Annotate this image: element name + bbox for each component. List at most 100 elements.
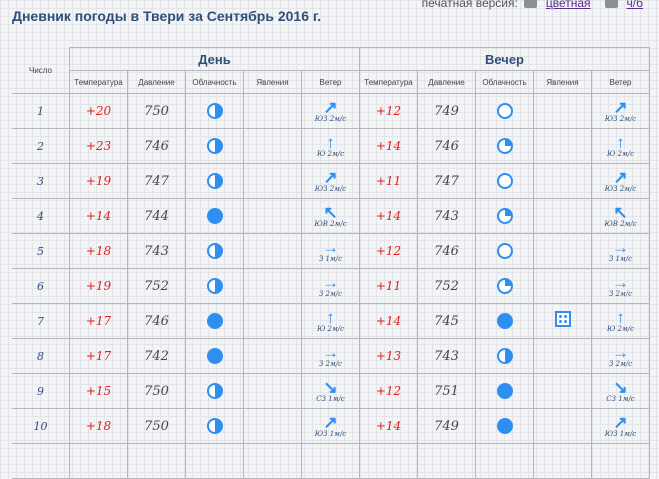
wind-label: ЮЗ 1м/с — [604, 429, 637, 438]
cloud-half-icon — [206, 417, 223, 434]
cloud-full-icon — [206, 207, 223, 224]
cloud-half-icon — [206, 172, 223, 189]
wind: ↑ Ю 2м/с — [591, 303, 650, 339]
weather-table: Число День Вечер Температура Давление Обла… — [12, 47, 650, 479]
wind: ↗ ЮЗ 1м/с — [301, 408, 360, 444]
wind: ↗ ЮЗ 2м/с — [591, 93, 650, 129]
table-row: 2 +23 746 ↑ Ю 2м/с +14 746 ↑ Ю 2м/с — [12, 128, 650, 164]
wind-label: ЮВ 2м/с — [604, 219, 637, 228]
pressure: 743 — [417, 198, 476, 234]
day-number: 2 — [12, 128, 70, 164]
pressure: 749 — [417, 408, 476, 444]
print-bw-link[interactable]: ч/б — [626, 0, 643, 10]
day-number: 1 — [12, 93, 70, 129]
wind-arrow-icon: ↖ — [613, 202, 628, 222]
pressure: 746 — [127, 303, 186, 339]
temperature: +17 — [69, 303, 128, 339]
print-color-link[interactable]: цветная — [545, 0, 591, 10]
wind-label: З 2м/с — [608, 359, 633, 368]
cloud-quarter-icon — [496, 207, 513, 224]
wind: → З 1м/с — [301, 233, 360, 269]
wind-label: З 2м/с — [318, 359, 343, 368]
wind-label: З 2м/с — [608, 289, 633, 298]
wind-arrow-icon: → — [612, 342, 629, 362]
temperature: +14 — [69, 198, 128, 234]
wind-label: ЮЗ 2м/с — [604, 114, 637, 123]
wind: → З 2м/с — [591, 338, 650, 374]
day-number: 4 — [12, 198, 70, 234]
wind: → З 1м/с — [591, 233, 650, 269]
pressure-header: Давление — [417, 70, 476, 94]
wind-label: Ю 2м/с — [316, 149, 345, 158]
wind: ↗ ЮЗ 2м/с — [301, 93, 360, 129]
day-header: День — [69, 47, 360, 71]
pressure: 742 — [127, 338, 186, 374]
print-label: печатная версия: — [421, 0, 518, 10]
wind-label: ЮЗ 1м/с — [314, 429, 347, 438]
pressure: 746 — [127, 128, 186, 164]
wind-arrow-icon: ↗ — [613, 167, 628, 187]
cloud-full-icon — [496, 312, 513, 329]
temperature: +12 — [359, 93, 418, 129]
temperature: +19 — [69, 163, 128, 199]
wind-arrow-icon: ↑ — [616, 307, 625, 327]
wind-label: ЮЗ 2м/с — [314, 114, 347, 123]
wind-arrow-icon: ↗ — [323, 167, 338, 187]
wind: ↖ ЮВ 2м/с — [301, 198, 360, 234]
wind-arrow-icon: → — [612, 272, 629, 292]
pressure: 749 — [417, 93, 476, 129]
cloud-half-icon — [496, 347, 513, 364]
temperature-header: Температура — [359, 70, 418, 94]
wind: → З 2м/с — [301, 268, 360, 304]
pressure: 744 — [127, 198, 186, 234]
wind-arrow-icon: ↗ — [613, 412, 628, 432]
number-header: Число — [12, 47, 70, 94]
table-row: 8 +17 742 → З 2м/с +13 743 → З 2м/с — [12, 338, 650, 374]
pressure: 752 — [127, 268, 186, 304]
table-row: 10 +18 750 ↗ ЮЗ 1м/с +14 749 ↗ ЮЗ 1м/с — [12, 408, 650, 444]
wind: ↗ ЮЗ 1м/с — [591, 408, 650, 444]
wind-header: Ветер — [591, 70, 650, 94]
wind-label: З 1м/с — [608, 254, 633, 263]
day-number: 6 — [12, 268, 70, 304]
wind-arrow-icon: ↖ — [323, 202, 338, 222]
wind: ↑ Ю 2м/с — [301, 303, 360, 339]
cloudiness-header: Облачность — [475, 70, 534, 94]
wind-arrow-icon: → — [322, 272, 339, 292]
pressure: 750 — [127, 93, 186, 129]
temperature: +15 — [69, 373, 128, 409]
printer-icon[interactable] — [523, 0, 537, 8]
temperature: +13 — [359, 338, 418, 374]
wind-label: Ю 2м/с — [606, 324, 635, 333]
cloudiness-header: Облачность — [185, 70, 244, 94]
table-row: 6 +19 752 → З 2м/с +11 752 → З 2м/с — [12, 268, 650, 304]
phenomena-header: Явления — [243, 70, 302, 94]
day-number: 7 — [12, 303, 70, 339]
day-number: 9 — [12, 373, 70, 409]
pressure: 743 — [127, 233, 186, 269]
temperature: +17 — [69, 338, 128, 374]
cloud-half-icon — [206, 137, 223, 154]
wind: ↘ СЗ 1м/с — [591, 373, 650, 409]
wind-arrow-icon: ↑ — [326, 307, 335, 327]
printer-icon[interactable] — [604, 0, 618, 8]
temperature: +14 — [359, 198, 418, 234]
wind: → З 2м/с — [301, 338, 360, 374]
cloud-clear-icon — [496, 102, 513, 119]
wind-label: З 2м/с — [318, 289, 343, 298]
wind: ↑ Ю 2м/с — [301, 128, 360, 164]
table-row: 3 +19 747 ↗ ЮЗ 2м/с +11 747 ↗ ЮЗ 2м/с — [12, 163, 650, 199]
pressure: 750 — [127, 408, 186, 444]
cloud-full-icon — [496, 382, 513, 399]
page-title: Дневник погоды в Твери за Сентябрь 2016 … — [12, 8, 322, 24]
temperature: +23 — [69, 128, 128, 164]
wind-label: СЗ 1м/с — [316, 394, 345, 403]
pressure: 747 — [127, 163, 186, 199]
cloud-half-icon — [206, 277, 223, 294]
wind: ↑ Ю 2м/с — [591, 128, 650, 164]
wind: ↘ СЗ 1м/с — [301, 373, 360, 409]
wind-arrow-icon: → — [612, 237, 629, 257]
pressure: 747 — [417, 163, 476, 199]
temperature: +19 — [69, 268, 128, 304]
pressure: 752 — [417, 268, 476, 304]
